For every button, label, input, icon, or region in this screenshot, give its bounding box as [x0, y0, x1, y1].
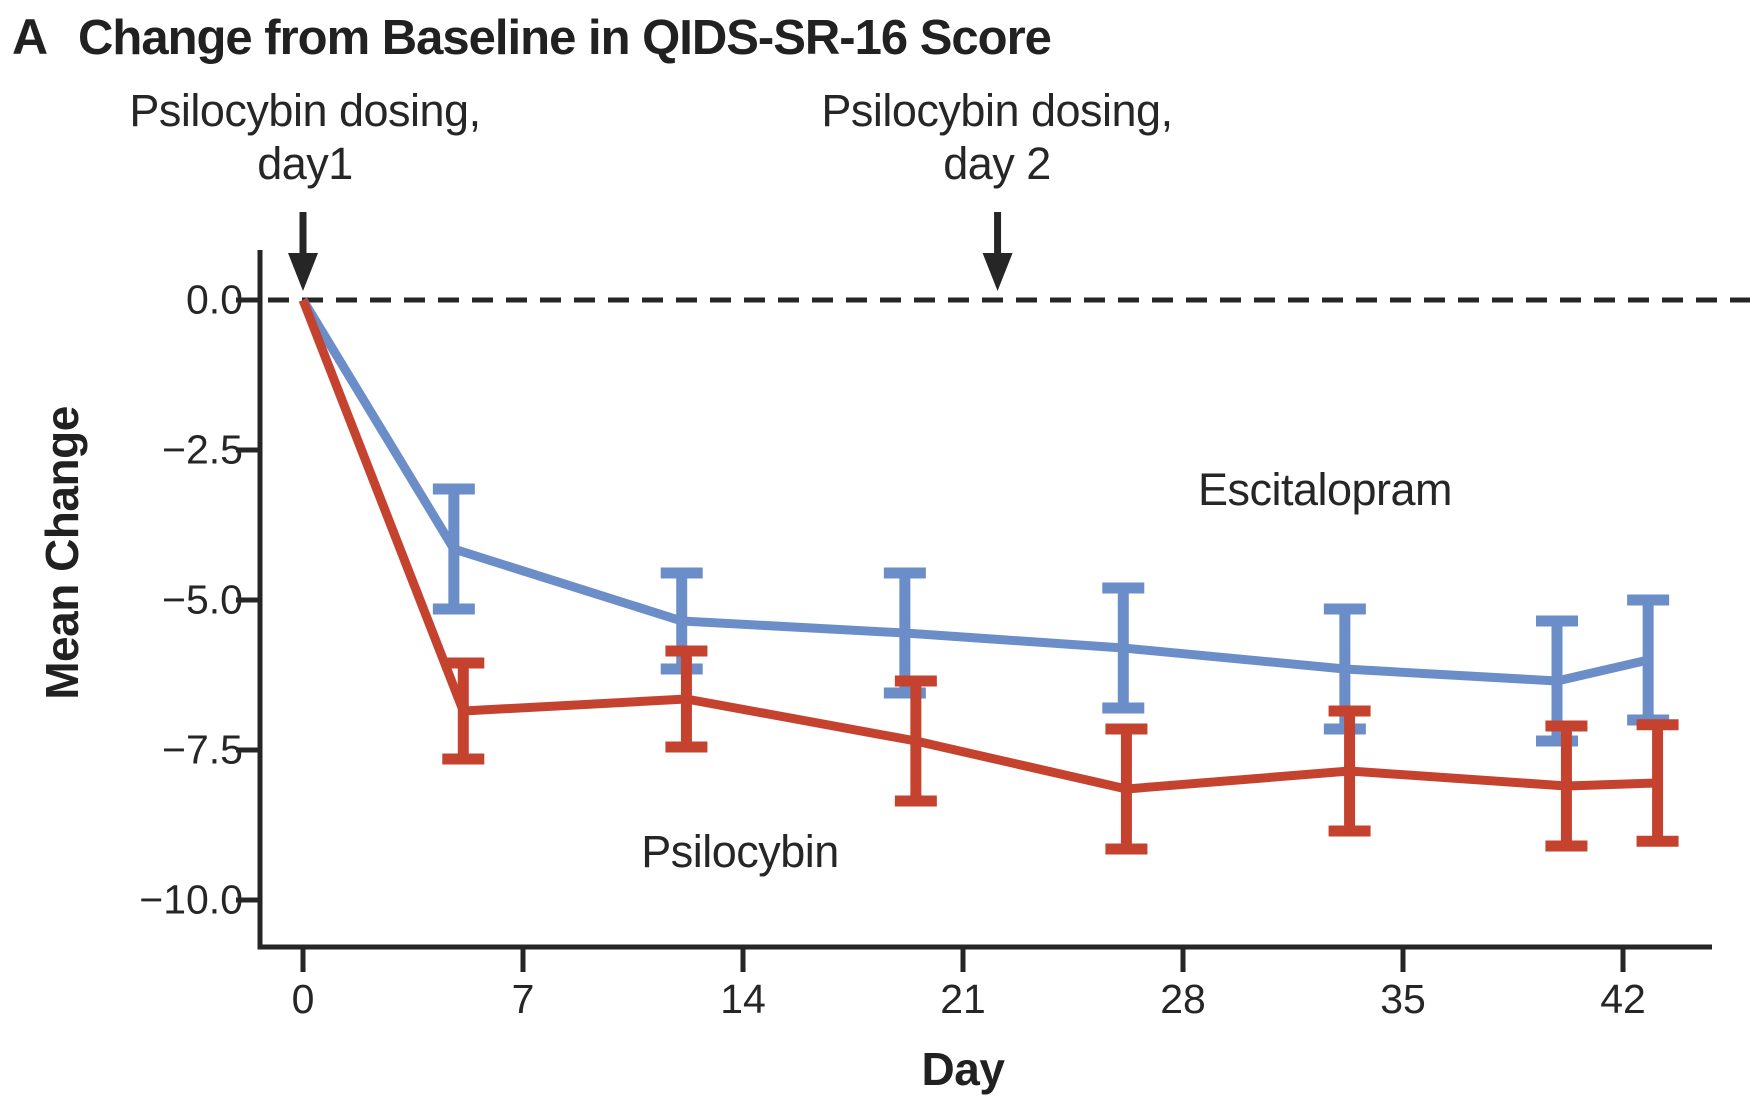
y-tick-label: −10.0 [139, 876, 243, 923]
dosing-arrow-head [288, 253, 318, 291]
x-axis-label: Day [921, 1043, 1005, 1095]
y-tick-label: −7.5 [162, 726, 243, 773]
psilocybin-series-label: Psilocybin [641, 826, 839, 877]
x-tick-label: 21 [940, 976, 986, 1022]
x-tick-label: 0 [291, 976, 315, 1022]
y-tick-label: −5.0 [162, 576, 243, 623]
dosing-arrow-head [982, 253, 1013, 291]
x-tick-label: 42 [1600, 976, 1646, 1022]
x-tick-label: 28 [1160, 976, 1206, 1022]
dosing-day2-line1: Psilocybin dosing, [821, 85, 1173, 136]
dosing-day1-annotation: Psilocybin dosing, day1 [25, 84, 585, 190]
dosing-day1-line1: Psilocybin dosing, [129, 85, 481, 136]
escitalopram-line [299, 297, 1650, 686]
dosing-day1-line2: day1 [257, 138, 353, 189]
escitalopram-series-label: Escitalopram [1197, 464, 1453, 515]
psilocybin-line [298, 298, 1658, 794]
dosing-day2-line2: day 2 [943, 138, 1051, 189]
y-tick-label: −2.5 [162, 426, 243, 473]
x-tick-label: 14 [720, 976, 766, 1022]
panel-letter: A [12, 9, 48, 65]
chart-title: Change from Baseline in QIDS-SR-16 Score [78, 11, 1052, 65]
x-tick-label: 35 [1380, 976, 1426, 1022]
dosing-day2-annotation: Psilocybin dosing, day 2 [717, 84, 1277, 190]
x-tick-label: 7 [511, 976, 535, 1022]
y-tick-label: 0.0 [186, 276, 243, 323]
